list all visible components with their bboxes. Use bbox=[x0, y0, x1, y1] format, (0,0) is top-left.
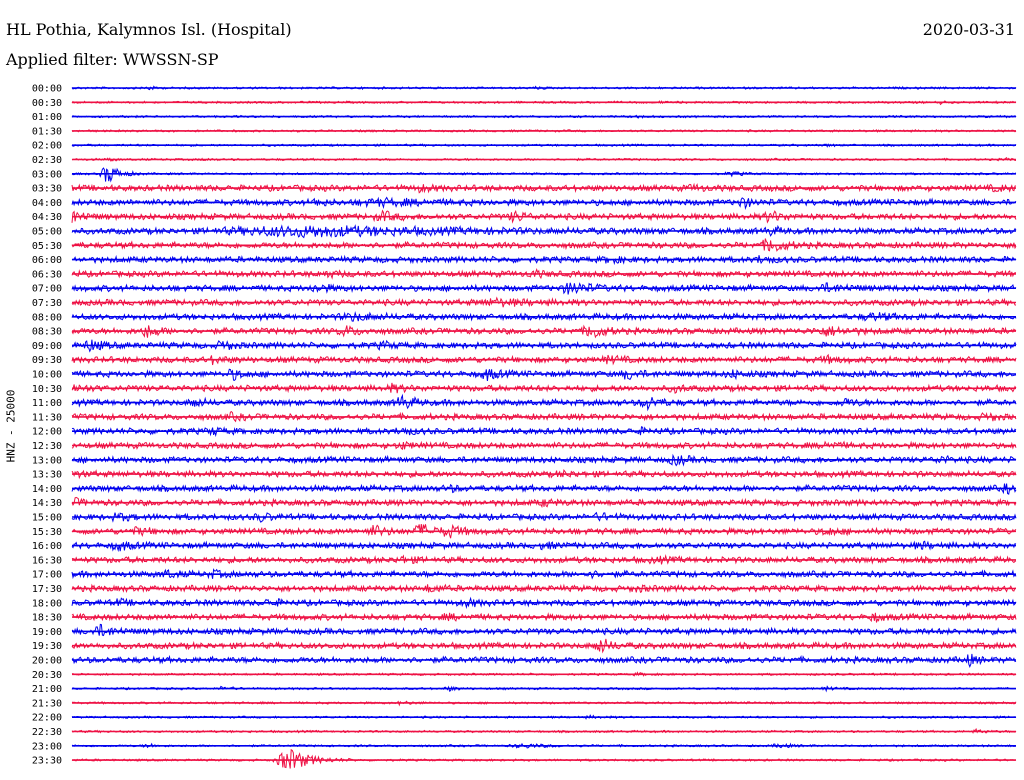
row-label: 22:30 bbox=[32, 727, 62, 738]
row-label: 17:00 bbox=[32, 570, 62, 581]
row-label: 16:00 bbox=[32, 541, 62, 552]
row-label: 22:00 bbox=[32, 713, 62, 724]
row-label: 10:30 bbox=[32, 384, 62, 395]
row-label: 20:30 bbox=[32, 670, 62, 681]
trace-line bbox=[71, 282, 1017, 295]
row-label: 00:30 bbox=[32, 98, 62, 109]
row-label: 14:00 bbox=[32, 484, 62, 495]
date-label: 2020-03-31 bbox=[922, 20, 1015, 39]
row-label: 04:30 bbox=[32, 212, 62, 223]
trace-line bbox=[71, 167, 1017, 183]
row-label: 18:00 bbox=[32, 598, 62, 609]
row-label: 18:30 bbox=[32, 613, 62, 624]
row-label: 05:30 bbox=[32, 241, 62, 252]
trace-line bbox=[71, 748, 1017, 769]
trace-line bbox=[71, 568, 1017, 580]
row-label: 16:30 bbox=[32, 555, 62, 566]
row-label: 07:30 bbox=[32, 298, 62, 309]
trace-line bbox=[71, 468, 1017, 480]
row-label: 03:30 bbox=[32, 184, 62, 195]
station-title: HL Pothia, Kalymnos Isl. (Hospital) bbox=[6, 20, 292, 39]
trace-line bbox=[71, 254, 1017, 266]
row-label: 17:30 bbox=[32, 584, 62, 595]
row-label: 21:00 bbox=[32, 684, 62, 695]
trace-line bbox=[71, 623, 1017, 637]
row-label: 06:00 bbox=[32, 255, 62, 266]
row-label: 15:30 bbox=[32, 527, 62, 538]
row-label: 08:30 bbox=[32, 327, 62, 338]
row-label: 01:30 bbox=[32, 126, 62, 137]
filter-label: Applied filter: WWSSN-SP bbox=[6, 50, 219, 69]
row-label: 03:00 bbox=[32, 169, 62, 180]
row-label: 02:00 bbox=[32, 141, 62, 152]
row-label: 23:30 bbox=[32, 756, 62, 767]
row-label: 10:00 bbox=[32, 370, 62, 381]
row-label: 01:00 bbox=[32, 112, 62, 123]
row-label: 11:00 bbox=[32, 398, 62, 409]
row-label: 21:30 bbox=[32, 698, 62, 709]
trace-line bbox=[71, 426, 1017, 438]
trace-line bbox=[71, 368, 1017, 382]
trace-line bbox=[71, 511, 1017, 523]
row-label: 09:00 bbox=[32, 341, 62, 352]
row-label: 13:30 bbox=[32, 470, 62, 481]
row-label: 14:30 bbox=[32, 498, 62, 509]
trace-line bbox=[71, 353, 1017, 366]
row-label: 20:00 bbox=[32, 656, 62, 667]
row-label: 11:30 bbox=[32, 412, 62, 423]
row-label: 23:00 bbox=[32, 741, 62, 752]
trace-line bbox=[71, 596, 1017, 610]
row-label: 12:30 bbox=[32, 441, 62, 452]
row-label: 19:00 bbox=[32, 627, 62, 638]
row-label: 12:00 bbox=[32, 427, 62, 438]
trace-line bbox=[71, 523, 1017, 539]
row-label: 06:30 bbox=[32, 269, 62, 280]
row-label: 09:30 bbox=[32, 355, 62, 366]
trace-line bbox=[71, 410, 1017, 423]
row-label: 05:00 bbox=[32, 227, 62, 238]
row-label: 19:30 bbox=[32, 641, 62, 652]
row-label: 04:00 bbox=[32, 198, 62, 209]
row-label: 08:00 bbox=[32, 312, 62, 323]
trace-line bbox=[71, 267, 1016, 280]
row-label: 13:00 bbox=[32, 455, 62, 466]
row-label: 02:30 bbox=[32, 155, 62, 166]
trace-line bbox=[71, 238, 1017, 252]
row-label: 15:00 bbox=[32, 513, 62, 524]
row-label: 07:00 bbox=[32, 284, 62, 295]
trace-line bbox=[71, 540, 1017, 553]
trace-line bbox=[71, 310, 1017, 323]
row-label: 00:00 bbox=[32, 84, 62, 95]
